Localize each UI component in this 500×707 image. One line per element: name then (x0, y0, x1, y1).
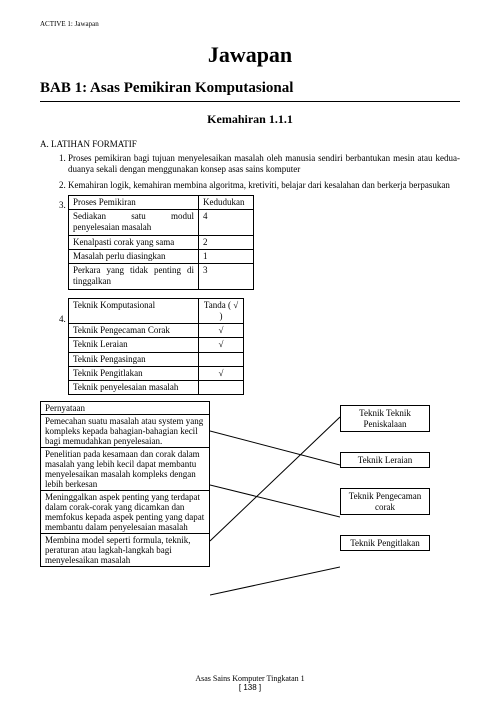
matching-left-table: Pernyataan Pemecahan suatu masalah atau … (40, 401, 210, 567)
list-item-table3: Proses Pemikiran Kedudukan Sediakan satu… (68, 195, 460, 290)
right-box: Teknik Teknik Peniskalaan (340, 405, 430, 432)
right-box: Teknik Pengecaman corak (340, 488, 430, 515)
table-cell (199, 381, 244, 395)
table-cell: Masalah perlu diasingkan (69, 249, 199, 263)
table-cell: Sediakan satu modul penyelesaian masalah (69, 210, 199, 236)
table-cell: 3 (199, 264, 254, 290)
table-cell: Teknik Komputasional (69, 298, 199, 324)
table-cell: Membina model seperti formula, teknik, p… (41, 534, 210, 567)
table-cell: 2 (199, 235, 254, 249)
table-cell: Perkara yang tidak penting di tinggalkan (69, 264, 199, 290)
list-item: Kemahiran logik, kemahiran membina algor… (68, 180, 460, 191)
table-row: Teknik Pengecaman Corak√ (69, 324, 244, 338)
table-cell: Teknik Pengitlakan (69, 366, 199, 380)
table-row: Kenalpasti corak yang sama2 (69, 235, 254, 249)
table-row: Sediakan satu modul penyelesaian masalah… (69, 210, 254, 236)
matching-right-col: Teknik Teknik Peniskalaan Teknik Leraian… (340, 405, 430, 571)
matching-lines (210, 401, 340, 621)
table-cell: Pemecahan suatu masalah atau system yang… (41, 415, 210, 448)
table-cell: Meninggalkan aspek penting yang terdapat… (41, 491, 210, 534)
table-cell: Teknik penyelesaian masalah (69, 381, 199, 395)
chapter-title: BAB 1: Asas Pemikiran Komputasional (40, 80, 460, 97)
table-cell: Kenalpasti corak yang sama (69, 235, 199, 249)
table-row: Proses Pemikiran Kedudukan (69, 195, 254, 209)
table-cell: Teknik Pengasingan (69, 352, 199, 366)
page-footer: Asas Sains Komputer Tingkatan 1 [ 138 ] (0, 674, 500, 693)
list-item: Proses pemikiran bagi tujuan menyelesaik… (68, 153, 460, 176)
footer-book-title: Asas Sains Komputer Tingkatan 1 (0, 674, 500, 684)
table-cell: √ (199, 324, 244, 338)
main-title: Jawapan (40, 42, 460, 68)
section-a-list: Proses pemikiran bagi tujuan menyelesaik… (40, 153, 460, 395)
table-row: Perkara yang tidak penting di tinggalkan… (69, 264, 254, 290)
right-box: Teknik Pengitlakan (340, 535, 430, 551)
table-4: Teknik Komputasional Tanda ( √ ) Teknik … (68, 298, 244, 396)
table-cell: Proses Pemikiran (69, 195, 199, 209)
section-a-label: A. LATIHAN FORMATIF (40, 139, 460, 149)
table-3: Proses Pemikiran Kedudukan Sediakan satu… (68, 195, 254, 290)
table-cell: Teknik Leraian (69, 338, 199, 352)
table-cell: Teknik Pengecaman Corak (69, 324, 199, 338)
table-cell: 4 (199, 210, 254, 236)
table-cell: Kedudukan (199, 195, 254, 209)
doc-top-header: ACTIVE 1: Jawapan (40, 20, 460, 28)
table-row: Teknik Leraian√ (69, 338, 244, 352)
table-cell: √ (199, 338, 244, 352)
table-cell (199, 352, 244, 366)
table-cell: Penelitian pada kesamaan dan corak dalam… (41, 448, 210, 491)
table-row: Pernyataan (41, 402, 210, 415)
table-row: Teknik Pengitlakan√ (69, 366, 244, 380)
table-row: Pemecahan suatu masalah atau system yang… (41, 415, 210, 448)
table-row: Membina model seperti formula, teknik, p… (41, 534, 210, 567)
title-rule (40, 101, 460, 102)
table-row: Teknik Komputasional Tanda ( √ ) (69, 298, 244, 324)
footer-page-number: [ 138 ] (0, 683, 500, 693)
list-item-table4: Teknik Komputasional Tanda ( √ ) Teknik … (68, 298, 460, 396)
skill-title: Kemahiran 1.1.1 (40, 112, 460, 127)
table-row: Penelitian pada kesamaan dan corak dalam… (41, 448, 210, 491)
table-row: Meninggalkan aspek penting yang terdapat… (41, 491, 210, 534)
right-box: Teknik Leraian (340, 452, 430, 468)
table-row: Teknik penyelesaian masalah (69, 381, 244, 395)
matching-diagram: Pernyataan Pemecahan suatu masalah atau … (40, 401, 460, 621)
table-cell: Pernyataan (41, 402, 210, 415)
table-cell: √ (199, 366, 244, 380)
table-cell: 1 (199, 249, 254, 263)
table-row: Masalah perlu diasingkan1 (69, 249, 254, 263)
table-row: Teknik Pengasingan (69, 352, 244, 366)
table-cell: Tanda ( √ ) (199, 298, 244, 324)
